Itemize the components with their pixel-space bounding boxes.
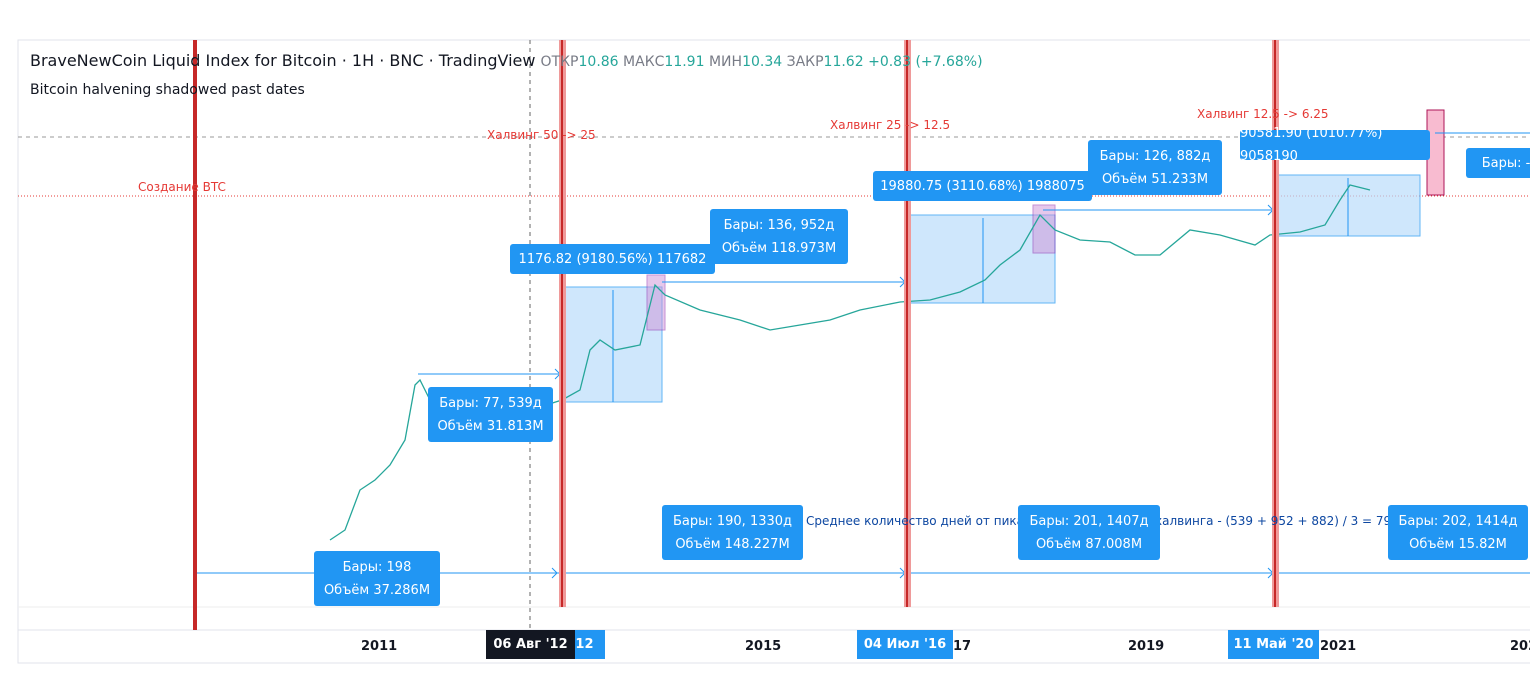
x-label: 2021 [1320,639,1357,654]
label-line: Объём 118.973M [721,240,837,256]
label-line: Объём 87.008M [1035,536,1143,552]
ohlc-value: 10.34 [742,54,783,70]
change: +0.83 (+7.68%) [868,54,983,70]
ohlc-value: 10.86 [578,54,619,70]
measure-label: Бары: 198 Объём 37.286M [314,551,440,606]
subtitle: Bitcoin halvening shadowed past dates [30,82,305,98]
label-line: 19880.75 (3110.68%) 1988075 [880,178,1085,194]
date-badge: 11 Май '20 [1228,630,1319,659]
date-badge: 04 Июл '16 [857,630,953,659]
label-line: Объём 31.813M [437,418,544,434]
label-line: Объём 15.82M [1409,536,1507,552]
label-line: Бары: 190, 1330д [672,513,793,529]
annotation: Среднее количество дней от пика [806,514,1024,528]
measure-label: Бары: 126, 882д Объём 51.233M [1088,140,1222,195]
ohlc-label: ЗАКР [786,54,824,70]
measure-label: Бары: 190, 1330д Объём 148.227M [662,505,803,560]
annotation: халвинга - (539 + 952 + 882) / 3 = 791 [1155,514,1399,528]
x-label: 2019 [1128,639,1165,654]
measure-label: Бары: 136, 952д Объём 118.973M [710,209,848,264]
source: TradingView [438,51,536,70]
annotation: Халвинг 25 -> 12.5 [830,118,951,132]
measure-label: Бары: - [1466,148,1530,178]
ohlc-value: 11.62 [823,54,864,70]
measure-label: 19880.75 (3110.68%) 1988075 [873,171,1092,201]
label-line: Бары: - [1481,155,1530,171]
label-line: Бары: 198 [342,559,412,575]
label-line: Бары: 201, 1407д [1029,513,1149,529]
x-label: 2011 [361,639,398,654]
date-badge: 06 Авг '12 [486,630,575,659]
measure-label: 1176.82 (9180.56%) 117682 [510,244,715,274]
ohlc-label: МАКС [623,54,665,70]
measure-label: Бары: 202, 1414д Объём 15.82M [1388,505,1528,560]
annotation: Халвинг 50 -> 25 [487,128,596,142]
label-line: 90581.90 (1010.77%) 9058190 [1240,126,1383,164]
measure-label: Бары: 77, 539д Объём 31.813M [428,387,553,442]
x-label: 17 [953,639,972,654]
label-line: Бары: 77, 539д [439,395,542,411]
measure-label: Бары: 201, 1407д Объём 87.008M [1018,505,1160,560]
label-line: Объём 148.227M [675,536,790,552]
x-label: 202 [1510,639,1530,654]
label-line: Бары: 126, 882д [1099,148,1211,164]
ohlc-value: 11.91 [664,54,705,70]
label-line: Бары: 202, 1414д [1398,513,1518,529]
label-line: Бары: 136, 952д [723,217,835,233]
label-line: 1176.82 (9180.56%) 117682 [518,251,707,267]
label-line: Объём 51.233M [1101,171,1209,187]
interval: 1H [351,51,375,70]
x-label: 2015 [745,639,782,654]
title: BraveNewCoin Liquid Index for Bitcoin [30,51,337,70]
ohlc-label: ОТКР [540,54,579,70]
measure-label: 90581.90 (1010.77%) 9058190 [1240,126,1430,164]
annotation: Халвинг 12.5 -> 6.25 [1197,107,1329,121]
header: BraveNewCoin Liquid Index for Bitcoin · … [30,51,983,70]
ohlc-label: МИН [708,54,743,70]
label-line: Объём 37.286M [323,582,431,598]
annotation: Создание BTC [138,180,226,194]
exchange: BNC [389,51,424,70]
